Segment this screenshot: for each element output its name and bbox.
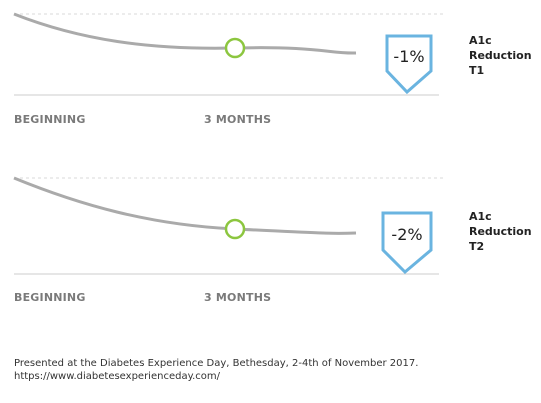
reduction-badge: [381, 211, 433, 275]
side-label-line-1: A1c: [469, 210, 492, 223]
reduction-charts: -1% BEGINNING 3 MONTHS A1c Reduction T1 …: [13, 12, 532, 304]
three-month-marker: [224, 37, 246, 59]
side-label-line-3: T2: [469, 240, 484, 253]
footnote-url: https://www.diabetesexperienceday.com/: [14, 371, 220, 382]
side-label-line-2: Reduction: [469, 225, 532, 238]
chart-panel-t2: -2% BEGINNING 3 MONTHS A1c Reduction T2: [13, 176, 532, 304]
footnote-text: Presented at the Diabetes Experience Day…: [14, 358, 419, 369]
reduction-badge-value: -2%: [391, 225, 422, 244]
source-footnote: Presented at the Diabetes Experience Day…: [14, 357, 418, 383]
x-label-beginning: BEGINNING: [14, 291, 86, 304]
x-label-3-months: 3 MONTHS: [204, 291, 271, 304]
three-month-marker: [224, 218, 246, 240]
x-label-beginning: BEGINNING: [14, 113, 86, 126]
side-label-line-2: Reduction: [469, 49, 532, 62]
reduction-badge: [385, 34, 433, 95]
side-label-line-1: A1c: [469, 34, 492, 47]
x-label-3-months: 3 MONTHS: [204, 113, 271, 126]
chart-panel-t1: -1% BEGINNING 3 MONTHS A1c Reduction T1: [13, 12, 532, 126]
reduction-curve: [13, 176, 357, 235]
side-label-line-3: T1: [469, 64, 484, 77]
reduction-curve: [13, 12, 357, 55]
reduction-badge-value: -1%: [393, 47, 424, 66]
